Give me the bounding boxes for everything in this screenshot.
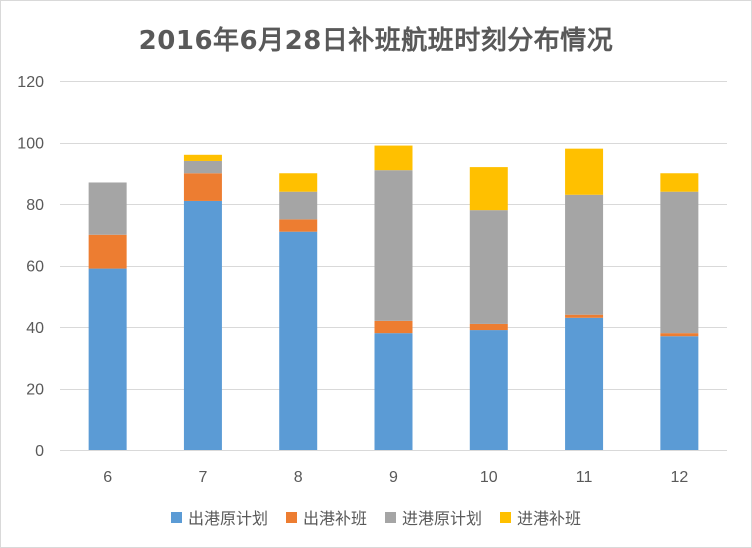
bar-segment <box>565 317 604 450</box>
x-tick-label: 6 <box>103 469 112 486</box>
bar-segment <box>374 333 413 450</box>
bar-segment <box>279 231 318 450</box>
chart-legend: 出港原计划 出港补班 进港原计划 进港补班 <box>0 505 752 529</box>
bar-segment <box>183 200 222 450</box>
legend-swatch <box>385 511 396 523</box>
bar-segment <box>660 336 699 450</box>
x-tick-label: 11 <box>576 469 593 486</box>
bar-segment <box>374 145 413 171</box>
y-tick-label: 80 <box>26 197 44 214</box>
bar-segment <box>88 234 127 269</box>
bar-segment <box>469 323 508 331</box>
y-tick-label: 100 <box>17 136 44 153</box>
y-tick-label: 20 <box>26 382 44 399</box>
y-tick-label: 120 <box>17 74 44 91</box>
bar-segment <box>374 320 413 334</box>
x-tick-label: 8 <box>294 469 303 486</box>
x-axis-ticks: 6 7 8 9 10 11 12 <box>103 469 688 486</box>
y-tick-label: 40 <box>26 320 44 337</box>
y-tick-label: 0 <box>35 443 44 460</box>
legend-label: 出港原计划 <box>187 509 268 528</box>
bar-segment <box>565 194 604 315</box>
bars <box>88 145 699 450</box>
x-tick-label: 7 <box>198 469 207 486</box>
chart-title: 2016年6月28日补班航班时刻分布情况 <box>138 26 614 56</box>
bar-segment <box>469 167 508 211</box>
bar-segment <box>660 191 699 334</box>
bar-segment <box>183 173 222 201</box>
legend-label: 进港补班 <box>517 509 582 528</box>
legend-item: 进港补班 <box>500 505 581 529</box>
legend-label: 出港补班 <box>302 509 367 528</box>
bar-segment <box>88 182 127 235</box>
bar-segment <box>279 173 318 192</box>
bar-segment <box>660 333 699 337</box>
legend-swatch <box>285 511 297 523</box>
bar-segment <box>660 173 699 192</box>
legend-item: 进港原计划 <box>385 505 482 529</box>
bar-segment <box>469 330 508 450</box>
x-tick-label: 10 <box>480 469 498 486</box>
bar-segment <box>183 160 222 174</box>
bar-segment <box>374 170 413 321</box>
bar-segment <box>88 268 127 450</box>
legend-swatch <box>170 511 182 523</box>
bar-segment <box>183 154 222 161</box>
y-axis-ticks: 0 20 40 60 80 100 120 <box>17 74 44 460</box>
y-tick-label: 60 <box>26 259 44 276</box>
legend-swatch <box>500 511 512 523</box>
x-tick-label: 9 <box>389 469 398 486</box>
bar-segment <box>279 219 318 232</box>
bar-segment <box>565 314 604 318</box>
bar-segment <box>279 191 318 220</box>
x-tick-label: 12 <box>670 469 688 486</box>
bar-segment <box>565 148 604 195</box>
legend-item: 出港补班 <box>285 505 367 529</box>
legend-item: 出港原计划 <box>170 505 268 529</box>
bar-segment <box>469 210 508 324</box>
legend-label: 进港原计划 <box>402 509 483 528</box>
